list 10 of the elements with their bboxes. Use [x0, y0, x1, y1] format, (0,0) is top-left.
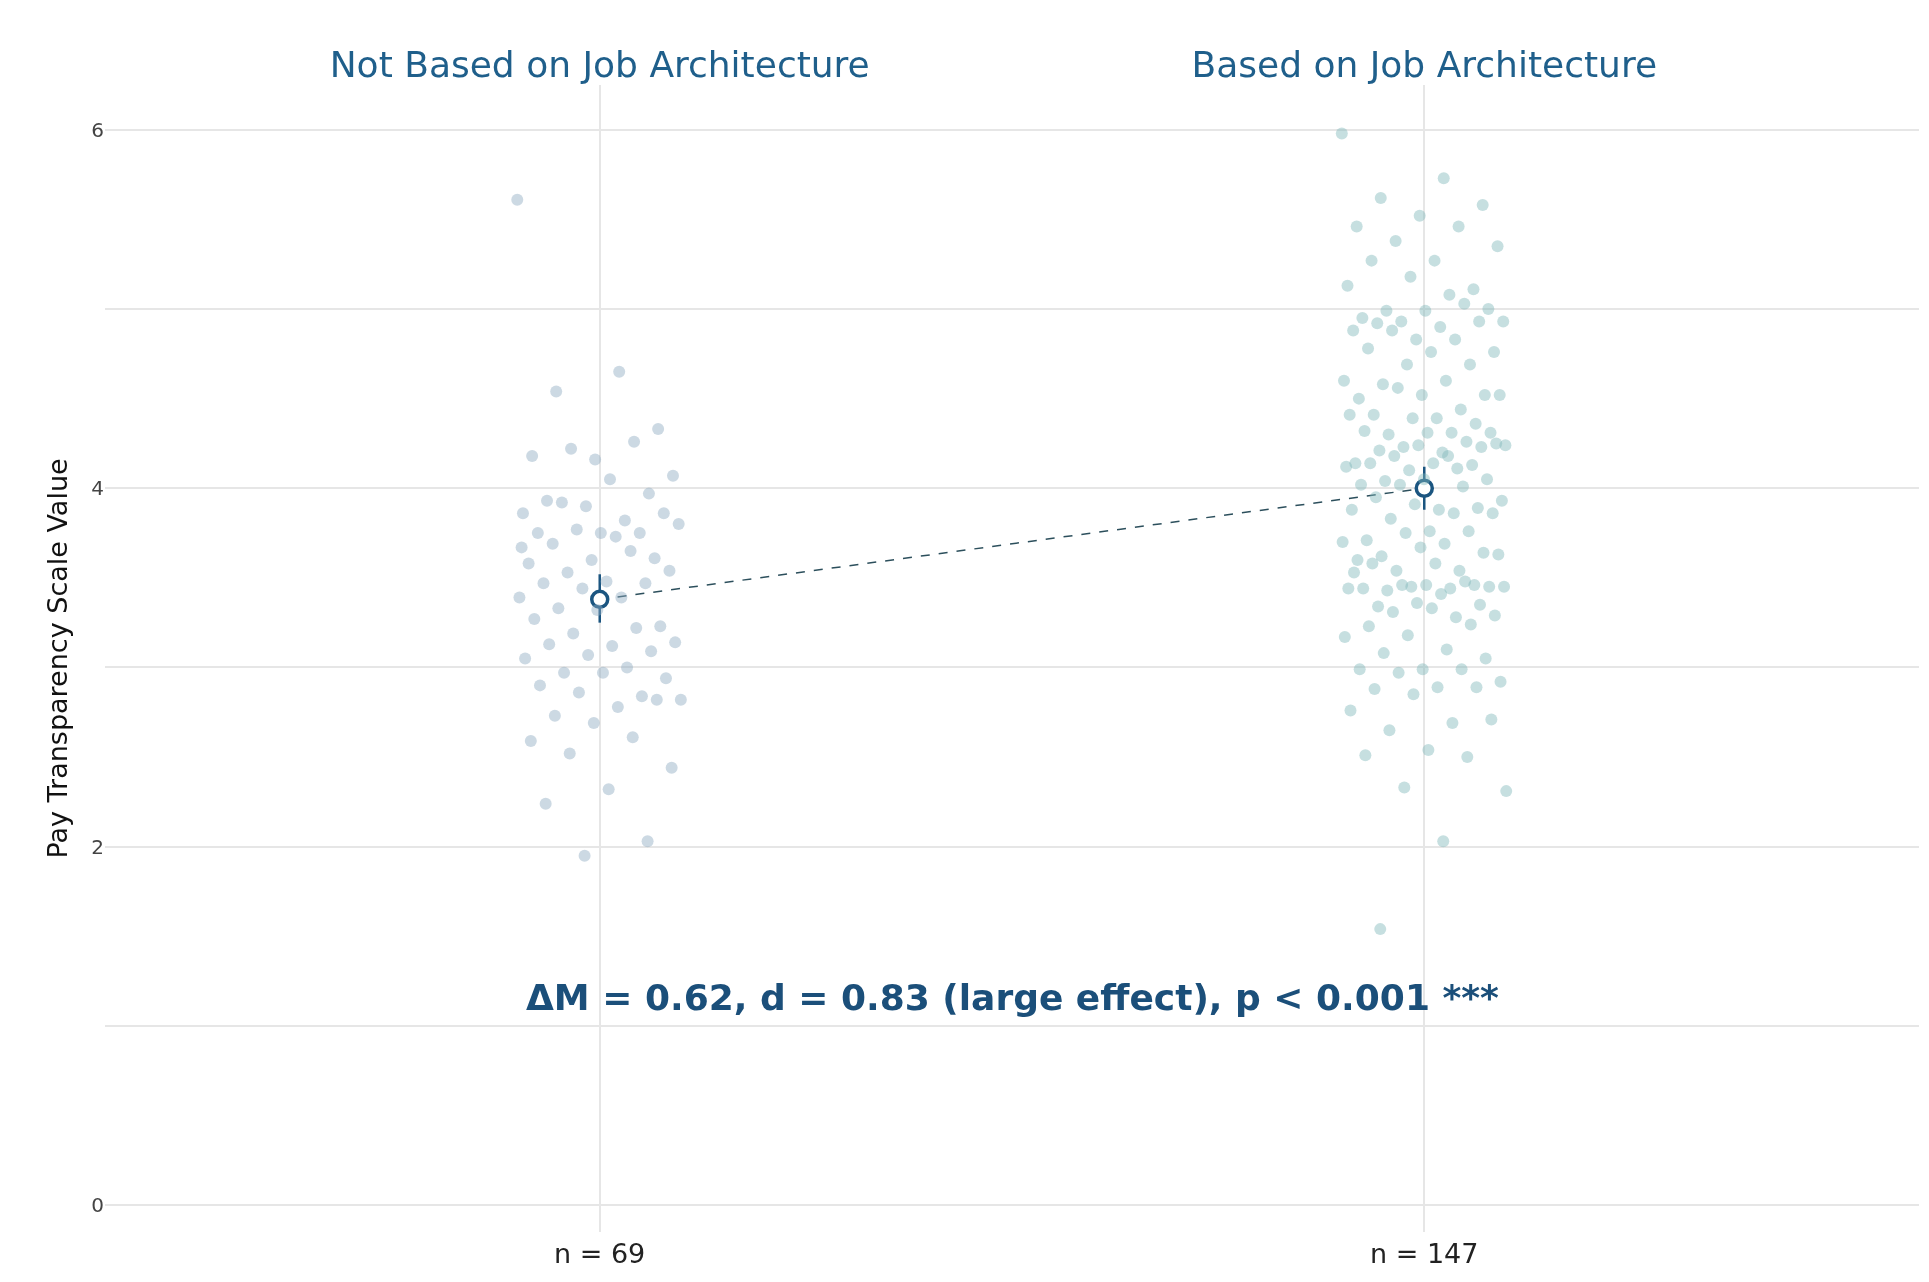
annotation: ΔM = 0.62, d = 0.83 (large effect), p < 0.001 *** [526, 977, 1500, 1018]
y-tick-label: 0 [91, 1193, 104, 1218]
y-tick-label: 6 [91, 117, 104, 142]
y-tick-label: 4 [91, 476, 104, 501]
text: n = 69 [554, 1238, 646, 1269]
text: n = 147 [1370, 1238, 1479, 1269]
y-axis-title: Pay Transparency Scale Value [42, 458, 74, 859]
y-tick-label: 2 [91, 834, 104, 859]
x-tick-label: Based on Job Architecture [1191, 43, 1658, 85]
x-tick-label: Not Based on Job Architecture [329, 43, 870, 85]
